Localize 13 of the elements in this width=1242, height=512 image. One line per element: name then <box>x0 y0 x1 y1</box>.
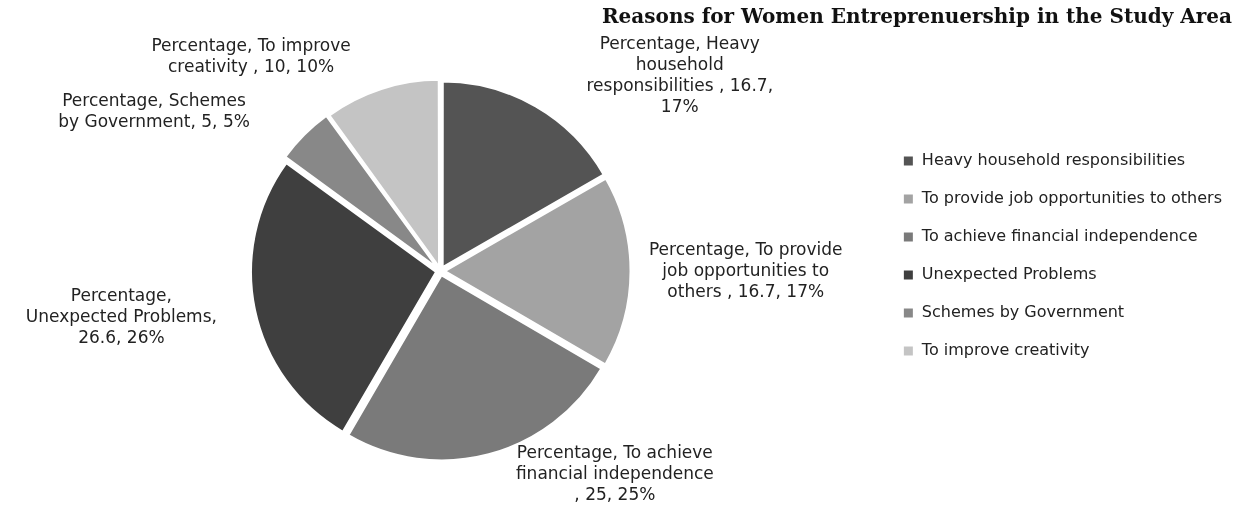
legend-label: Schemes by Government <box>921 302 1125 322</box>
legend-label: To achieve financial independence <box>920 226 1198 246</box>
data-label: Percentage, To improve creativity , 10, 10% <box>151 34 351 76</box>
legend-label: To improve creativity <box>920 340 1090 360</box>
data-label: Percentage, Heavy household responsibilities , 16.7, 17% <box>586 33 774 117</box>
legend-label: To provide job opportunities to others <box>920 188 1222 208</box>
data-label: Percentage, Unexpected Problems, 26.6, 26% <box>25 284 217 347</box>
data-label: Percentage, To achieve financial independence , 25, 25% <box>515 442 714 505</box>
data-label: Percentage, Schemes by Government, 5, 5% <box>58 89 250 131</box>
legend-label: Unexpected Problems <box>921 264 1097 284</box>
legend-label: Heavy household responsibilities <box>921 150 1186 170</box>
data-label: Percentage, To provide job opportunities to others , 16.7, 17% <box>648 239 843 302</box>
chart-title: Reasons for Women Entreprenuership in the Study Area <box>602 4 1233 29</box>
